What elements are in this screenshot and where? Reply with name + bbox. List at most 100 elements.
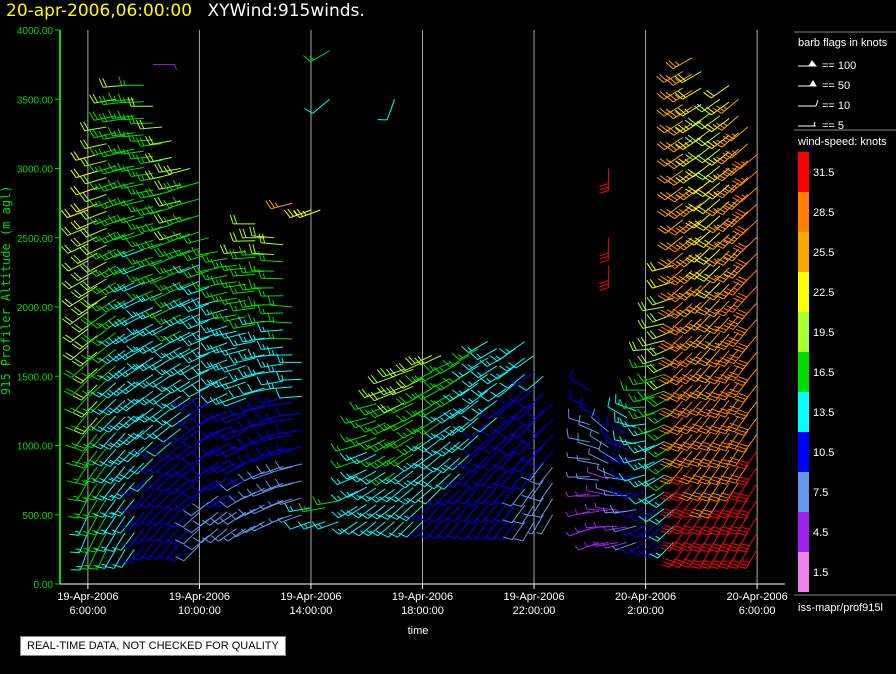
speed-legend-swatch [798,232,809,272]
wind-barb [154,379,182,393]
wind-barb [153,298,182,308]
wind-barb [522,497,544,517]
wind-barb [717,499,739,519]
wind-barb [619,399,646,409]
wind-barb [612,542,637,551]
wind-barb [714,215,739,233]
wind-barb [677,417,702,435]
wind-barb [527,514,544,535]
wind-barb [108,92,135,102]
wind-barb [119,446,145,463]
wind-barb [566,428,590,443]
wind-barb [733,318,758,337]
wind-barb [146,441,172,457]
wind-barb [183,535,210,551]
wind-barb [695,282,721,299]
wind-barb [685,163,711,178]
wind-barb [530,482,554,502]
wind-barb [387,487,414,503]
wind-barb [164,446,191,461]
wind-barb [100,416,126,433]
wind-barb [628,477,656,488]
wind-barb [696,348,721,367]
wind-barb [246,453,274,463]
wind-barb [415,454,442,470]
wind-barb [181,353,209,364]
wind-barb [648,509,674,525]
wind-barb [88,182,116,191]
wind-barb [70,269,98,282]
wind-barb [237,437,265,447]
wind-barb [120,495,145,514]
wind-barb [627,410,656,420]
wind-barb [118,413,145,429]
wind-barb [424,441,451,456]
wind-barb [349,401,377,411]
wind-barb [144,204,172,215]
wind-barb [111,515,135,534]
source-label: iss-mapr/prof915l [798,602,883,614]
wind-barb [82,413,107,431]
wind-barb [618,454,646,464]
wind-barb [531,498,554,518]
wind-barb [99,383,126,399]
wind-barb [62,311,89,325]
wind-barb-isolated [303,50,330,63]
wind-barb [237,471,265,482]
wind-barb [724,346,749,365]
wind-barb [275,406,302,417]
wind-barb [461,357,488,371]
wind-barb [191,246,219,256]
wind-barb [266,396,293,406]
x-tick-date: 19-Apr-2006 [57,591,118,603]
wind-barb [330,490,358,502]
wind-barb [425,457,451,473]
wind-barb [125,238,154,248]
wind-barb [84,464,107,484]
wind-barb [191,348,219,358]
wind-barb [698,515,721,536]
wind-barb [200,393,228,404]
wind-barb [726,447,749,467]
wind-barb [717,515,739,536]
speed-legend-label: 19.5 [813,327,834,339]
wind-barb [61,243,89,254]
wind-barb [722,143,749,159]
wind-barb [593,541,618,547]
wind-barb [126,290,154,300]
wind-barb [246,401,274,411]
wind-barb [274,460,302,470]
wind-barb [666,237,693,253]
wind-barb [70,236,98,247]
wind-barb [718,549,739,569]
wind-barb [331,521,358,535]
wind-barb [312,496,339,506]
wind-barb [191,263,219,273]
wind-barb [734,417,758,436]
wind-barb [647,444,674,458]
wind-barb [111,499,135,517]
y-tick-label: 0.00 [34,580,54,591]
wind-barb [713,182,739,199]
wind-barb [500,439,526,457]
wind-barb [153,281,181,292]
wind-barb [127,407,154,423]
wind-barb [735,466,758,486]
wind-barb [90,382,117,398]
wind-barb [435,473,461,490]
y-tick-label: 1000.00 [17,442,54,453]
wind-barb [600,422,619,446]
wind-barb [136,119,163,130]
wind-barb [685,196,711,212]
wind-barb [665,122,693,136]
wind-barb [732,236,758,253]
barb-legend-title: barb flags in knots [798,37,888,49]
wind-barb [388,521,414,538]
wind-barb [453,452,479,469]
wind-barb [110,482,135,500]
wind-barb [676,268,702,284]
wind-barb [415,438,442,453]
wind-barb [695,232,721,248]
wind-barb [703,151,730,166]
wind-barb [107,265,135,276]
